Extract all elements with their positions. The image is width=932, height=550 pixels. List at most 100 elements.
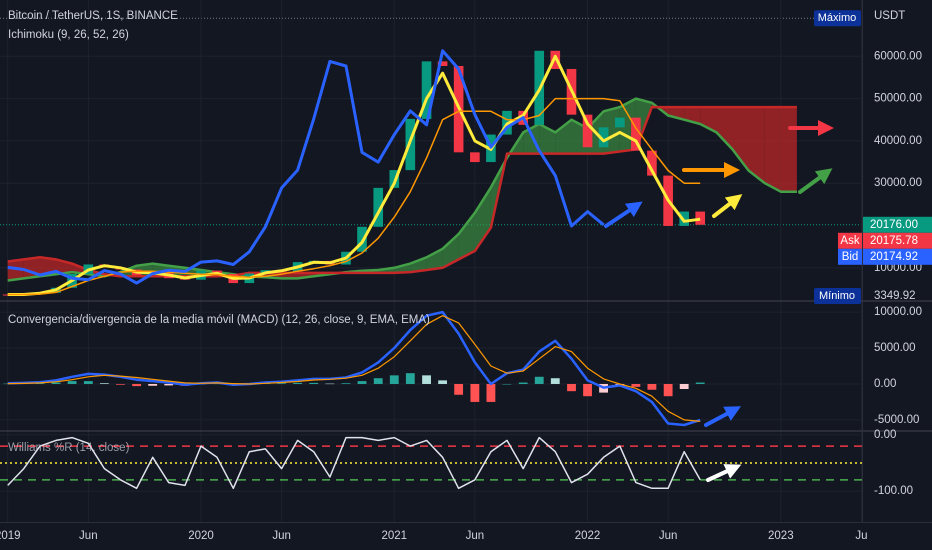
- candle: [470, 152, 480, 163]
- indicator-line: [7, 54, 701, 296]
- candle: [615, 117, 625, 128]
- indicator-title: Williams %R (14, close): [8, 442, 130, 454]
- y-tick-label: 40000.00: [874, 135, 922, 147]
- cloud-segment: [764, 107, 781, 192]
- x-tick-label: Jun: [659, 530, 678, 542]
- indicator-title: Ichimoku (9, 26, 52, 26): [8, 29, 129, 41]
- histogram-bar: [502, 383, 512, 385]
- candle: [695, 211, 706, 225]
- cloud-segment: [474, 187, 491, 251]
- histogram-bar: [325, 383, 335, 385]
- x-tick-label: Jun: [272, 530, 291, 542]
- y-tick-label: 5000.00: [874, 342, 916, 354]
- x-tick-label: 2023: [768, 530, 794, 542]
- candle: [647, 150, 657, 176]
- macd-pane: [3, 310, 705, 427]
- histogram-bar: [51, 382, 61, 384]
- histogram-bar: [679, 383, 689, 390]
- histogram-bar: [83, 381, 93, 384]
- min-box: [814, 287, 861, 304]
- y-tick-label: 60000.00: [874, 50, 922, 62]
- arrow: [798, 168, 833, 194]
- cloud-segment: [281, 272, 298, 279]
- histogram-bar: [695, 382, 705, 384]
- price-tag-value: 20176.00: [870, 219, 918, 231]
- max-label: Máximo: [818, 12, 857, 24]
- y-tick-label: 0.00: [874, 429, 896, 441]
- senkou-span-a: [7, 97, 797, 282]
- candle: [357, 226, 367, 252]
- histogram-bar: [422, 375, 431, 384]
- cloud-segment: [716, 107, 733, 150]
- candle: [631, 117, 641, 151]
- histogram-bar: [405, 373, 415, 384]
- macd-line: [7, 315, 701, 422]
- williams-line: [7, 436, 701, 490]
- chart-title: Bitcoin / TetherUS, 1S, BINANCE: [8, 10, 178, 22]
- cloud-segment: [748, 107, 765, 184]
- price-tag: [863, 232, 932, 249]
- arrow: [704, 406, 742, 427]
- histogram-bar: [663, 383, 673, 397]
- price-pane: [2, 49, 797, 296]
- histogram-bar: [164, 383, 174, 386]
- candle: [679, 211, 690, 226]
- cloud-segment: [442, 234, 459, 268]
- x-tick-label: Jun: [79, 530, 98, 542]
- histogram-bar: [647, 383, 657, 390]
- histogram-bar: [486, 383, 496, 402]
- indicator-line: [7, 49, 605, 285]
- arrow: [604, 201, 643, 228]
- histogram-bar: [357, 381, 367, 384]
- y-tick-label: 50000.00: [874, 93, 922, 105]
- histogram-bar: [567, 383, 576, 392]
- histogram-bar: [373, 378, 383, 384]
- histogram-bar: [389, 375, 399, 384]
- cloud-segment: [426, 248, 443, 270]
- histogram-bar: [115, 383, 125, 385]
- price-tag-value: 20175.78: [870, 235, 918, 247]
- min-label: Mínimo: [819, 290, 855, 302]
- histogram-bar: [550, 378, 560, 384]
- cloud-segment: [780, 107, 797, 192]
- x-tick-label: 2021: [381, 530, 407, 542]
- histogram-bar: [438, 380, 448, 384]
- macd-line: [7, 310, 701, 427]
- histogram-bar: [518, 382, 528, 384]
- cloud-segment: [555, 119, 572, 154]
- y-tick-label: 10000.00: [874, 306, 922, 318]
- unit-label: USDT: [874, 10, 905, 22]
- candle: [598, 127, 609, 148]
- max-box: [814, 10, 861, 27]
- price-tag-name: Ask: [840, 235, 859, 247]
- x-tick-label: Jun: [466, 530, 485, 542]
- price-tag-name-box: [838, 232, 862, 249]
- histogram-bar: [534, 376, 544, 384]
- candle: [550, 50, 561, 69]
- senkou-span-b: [7, 105, 797, 278]
- histogram-bar: [99, 383, 109, 384]
- candle: [421, 61, 432, 119]
- x-tick-label: 2019: [0, 530, 21, 542]
- y-tick-label: 30000.00: [874, 177, 922, 189]
- histogram-bar: [631, 383, 641, 387]
- histogram-bar: [293, 382, 303, 384]
- y-tick-label: 0.00: [874, 378, 896, 390]
- labels: Bitcoin / TetherUS, 1S, BINANCE Ichimoku…: [0, 10, 932, 542]
- indicator-line: [7, 97, 701, 296]
- cloud-segment: [410, 257, 427, 273]
- price-tag: [863, 216, 932, 233]
- candle: [582, 114, 593, 148]
- annotations: [604, 120, 834, 482]
- candle: [437, 61, 448, 67]
- grid: [0, 0, 862, 522]
- histogram-bar: [277, 383, 287, 384]
- price-tag-name-box: [838, 248, 862, 265]
- price-tag-value: 20174.92: [870, 251, 918, 263]
- x-tick-label: 2022: [575, 530, 601, 542]
- williams-pane: [0, 436, 862, 490]
- histogram-bar: [454, 383, 464, 395]
- candle: [373, 187, 384, 227]
